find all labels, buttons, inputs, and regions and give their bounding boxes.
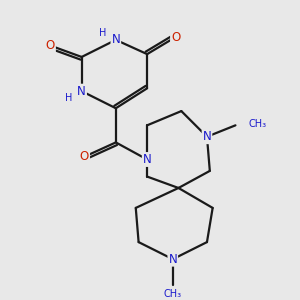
Text: CH₃: CH₃ xyxy=(248,119,266,129)
Text: H: H xyxy=(65,93,73,103)
Text: N: N xyxy=(202,130,211,143)
Text: N: N xyxy=(111,33,120,46)
Text: N: N xyxy=(77,85,86,98)
Text: N: N xyxy=(168,253,177,266)
Text: CH₃: CH₃ xyxy=(164,289,182,299)
Text: O: O xyxy=(46,39,55,52)
Text: H: H xyxy=(99,28,107,38)
Text: N: N xyxy=(143,153,152,166)
Text: O: O xyxy=(80,150,89,163)
Text: O: O xyxy=(171,31,180,44)
